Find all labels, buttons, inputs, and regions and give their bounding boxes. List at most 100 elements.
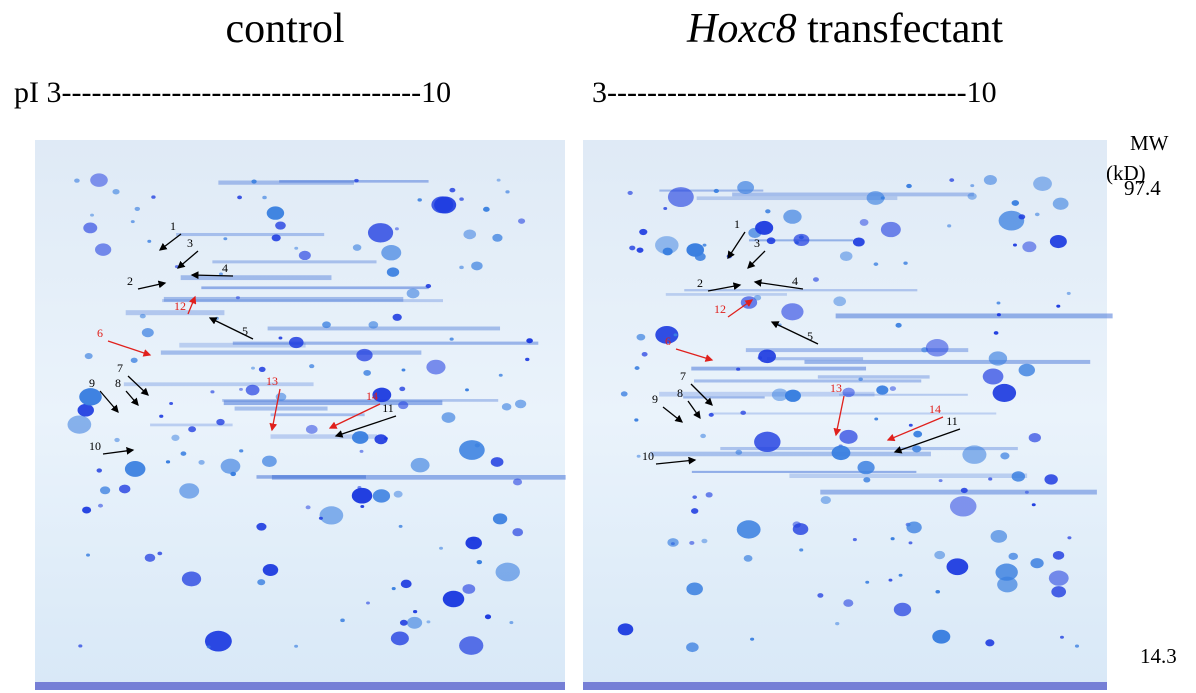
streak [818,375,930,378]
protein-spot [947,224,951,227]
protein-spot [889,579,893,582]
spot-label: 6 [97,326,103,340]
protein-spot [655,236,679,254]
protein-spot [239,449,243,452]
protein-spot [628,191,633,195]
protein-spot [843,599,853,607]
protein-spot [119,485,130,494]
streak [224,400,443,405]
protein-spot [991,530,1008,543]
spot-label: 12 [174,299,186,313]
protein-spot [629,246,635,251]
protein-spot [1053,551,1064,560]
streak [161,350,421,354]
protein-spot [205,631,232,652]
protein-spot [82,507,91,514]
protein-spot [95,243,111,255]
streak [694,379,921,382]
protein-spot [737,181,754,194]
protein-spot [985,639,994,646]
protein-spot [950,496,977,516]
protein-spot [736,368,740,371]
streak [691,367,866,371]
protein-spot [210,390,214,393]
protein-spot [876,385,888,394]
protein-spot [443,591,465,608]
streak [767,357,863,360]
protein-spot [1000,452,1009,459]
protein-spot [754,295,761,300]
protein-spot [83,223,97,234]
protein-spot [384,437,388,440]
protein-spot [635,366,640,370]
protein-spot [1009,553,1018,560]
streak [650,452,931,457]
streak [820,490,1097,495]
protein-spot [1075,645,1079,648]
gel-front [35,682,565,690]
streak [212,260,376,263]
protein-spot [737,520,761,538]
spot-label: 5 [242,324,248,338]
protein-spot [926,339,949,356]
protein-spot [230,472,236,476]
protein-spot [151,195,155,198]
pi-scale: 3------------------------------------10 [592,76,997,109]
protein-spot [1060,636,1064,639]
protein-spot [157,552,162,556]
protein-spot [932,630,950,644]
protein-spot [492,234,502,242]
streak [201,286,428,289]
spot-label: 6 [665,334,671,348]
protein-spot [278,337,282,340]
protein-spot [874,417,878,420]
protein-spot [256,523,266,531]
protein-spot [984,175,997,185]
protein-spot [169,402,173,405]
protein-spot [223,237,227,240]
protein-spot [1067,292,1071,295]
protein-spot [216,419,224,425]
protein-spot [988,477,992,480]
protein-spot [1035,213,1040,217]
protein-spot [499,374,503,377]
protein-spot [1067,536,1071,539]
spot-label: 9 [652,392,658,406]
spot-label: 2 [127,274,133,288]
protein-spot [1049,570,1069,585]
streak [235,407,328,411]
protein-spot [289,337,304,348]
protein-spot [236,296,240,299]
protein-spot [90,214,94,217]
protein-spot [714,189,719,193]
protein-spot [947,558,969,575]
protein-spot [417,198,421,201]
protein-spot [395,227,399,230]
protein-spot [618,623,634,635]
protein-spot [306,505,311,509]
spot-label: 1 [170,219,176,233]
protein-spot [98,504,103,508]
protein-spot [449,188,455,193]
protein-spot [689,541,694,545]
streak [181,275,332,280]
protein-spot [1029,433,1041,442]
protein-spot [663,207,667,210]
protein-spot [842,388,854,397]
figure: control Hoxc8 transfectant pI 3---------… [0,0,1196,693]
spot-label: 11 [946,414,958,428]
protein-spot [442,412,456,423]
protein-spot [221,459,241,474]
protein-spot [755,221,773,235]
protein-spot [400,620,408,626]
protein-spot [112,189,119,194]
protein-spot [621,391,628,396]
protein-spot [142,328,154,337]
protein-spot [1012,471,1025,481]
protein-spot [299,251,311,260]
protein-spot [840,251,853,261]
protein-spot [686,642,699,652]
protein-spot [322,321,331,328]
protein-spot [471,262,482,271]
protein-spot [251,179,256,183]
